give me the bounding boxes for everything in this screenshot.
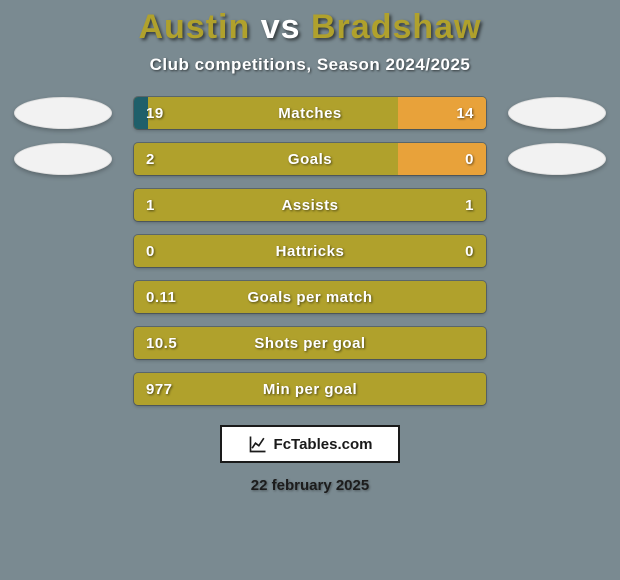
player2-badge	[508, 97, 606, 129]
spacer	[14, 235, 112, 267]
stat-bar: 11Assists	[134, 189, 486, 221]
stat-label: Goals per match	[134, 281, 486, 313]
stat-bar: 0.11Goals per match	[134, 281, 486, 313]
vs-text: vs	[261, 8, 301, 46]
stat-row: 977Min per goal	[0, 373, 620, 405]
spacer	[508, 281, 606, 313]
stat-label: Shots per goal	[134, 327, 486, 359]
spacer	[14, 373, 112, 405]
comparison-card: Austin vs Bradshaw Club competitions, Se…	[0, 0, 620, 580]
player1-name: Austin	[138, 8, 250, 46]
stat-bar: 20Goals	[134, 143, 486, 175]
page-title: Austin vs Bradshaw	[138, 8, 481, 47]
player2-name: Bradshaw	[311, 8, 482, 46]
player1-badge	[14, 97, 112, 129]
stat-bar: 10.5Shots per goal	[134, 327, 486, 359]
spacer	[14, 327, 112, 359]
stats-container: 1914Matches 20Goals 11Assists 00Hattricks 0.…	[0, 97, 620, 405]
stat-bar: 00Hattricks	[134, 235, 486, 267]
spacer	[508, 373, 606, 405]
spacer	[14, 189, 112, 221]
stat-bar: 1914Matches	[134, 97, 486, 129]
stat-row: 1914Matches	[0, 97, 620, 129]
player1-badge	[14, 143, 112, 175]
player2-badge	[508, 143, 606, 175]
spacer	[508, 327, 606, 359]
spacer	[508, 189, 606, 221]
stat-row: 00Hattricks	[0, 235, 620, 267]
stat-row: 0.11Goals per match	[0, 281, 620, 313]
stat-bar: 977Min per goal	[134, 373, 486, 405]
stat-label: Assists	[134, 189, 486, 221]
stat-label: Matches	[134, 97, 486, 129]
stat-row: 20Goals	[0, 143, 620, 175]
chart-icon	[248, 434, 268, 454]
subtitle: Club competitions, Season 2024/2025	[150, 55, 471, 75]
spacer	[508, 235, 606, 267]
source-text: FcTables.com	[274, 436, 373, 453]
stat-label: Hattricks	[134, 235, 486, 267]
stat-row: 10.5Shots per goal	[0, 327, 620, 359]
source-badge: FcTables.com	[220, 425, 400, 463]
spacer	[14, 281, 112, 313]
stat-label: Min per goal	[134, 373, 486, 405]
stat-label: Goals	[134, 143, 486, 175]
stat-row: 11Assists	[0, 189, 620, 221]
date-text: 22 february 2025	[251, 477, 369, 494]
